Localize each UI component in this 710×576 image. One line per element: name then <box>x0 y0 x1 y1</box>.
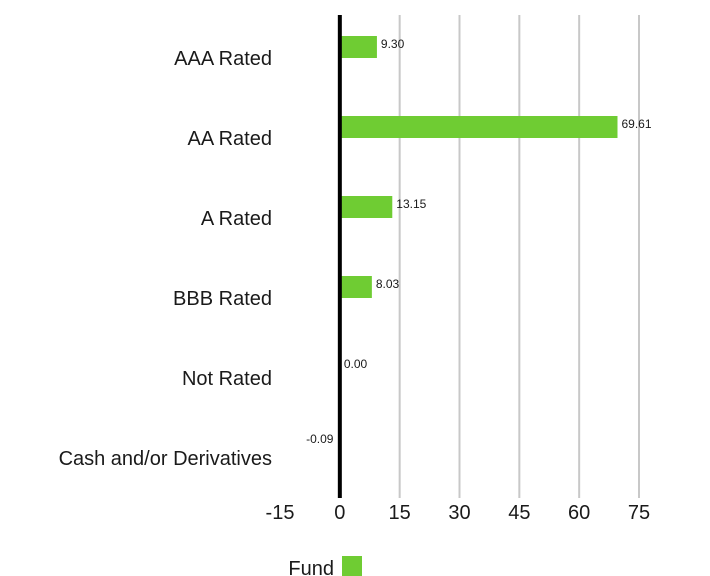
x-tick-label-1: 0 <box>334 502 345 524</box>
bar-0 <box>339 36 377 58</box>
category-label-3: BBB Rated <box>173 288 272 310</box>
bar-1 <box>339 116 618 138</box>
category-label-2: A Rated <box>201 208 272 230</box>
bar-3 <box>339 276 372 298</box>
x-tick-label-4: 45 <box>508 502 530 524</box>
x-tick-label-5: 60 <box>568 502 590 524</box>
x-tick-label-2: 15 <box>389 502 411 524</box>
category-labels: AAA Rated AA Rated A Rated BBB Rated Not Rat… <box>59 48 272 470</box>
x-tick-labels: -15 0 15 30 45 60 75 <box>266 502 651 524</box>
bars <box>339 36 618 458</box>
category-label-0: AAA Rated <box>174 48 272 70</box>
data-label-1: 69.61 <box>621 117 651 131</box>
category-label-4: Not Rated <box>182 368 272 390</box>
category-label-1: AA Rated <box>187 128 272 150</box>
data-label-0: 9.30 <box>381 37 405 51</box>
x-tick-label-6: 75 <box>628 502 650 524</box>
data-labels: 9.30 69.61 13.15 8.03 0.00 -0.09 <box>306 37 652 446</box>
x-tick-label-0: -15 <box>266 502 295 524</box>
legend-swatch-fund <box>342 556 362 576</box>
legend-label: Fund <box>288 558 334 576</box>
legend: Fund <box>288 556 362 576</box>
data-label-3: 8.03 <box>376 277 400 291</box>
category-label-5: Cash and/or Derivatives <box>59 448 272 470</box>
data-label-2: 13.15 <box>396 197 426 211</box>
data-label-5: -0.09 <box>306 432 334 446</box>
data-label-4: 0.00 <box>344 357 368 371</box>
gridlines <box>398 15 640 498</box>
x-tick-label-3: 30 <box>448 502 470 524</box>
bar-2 <box>339 196 393 218</box>
